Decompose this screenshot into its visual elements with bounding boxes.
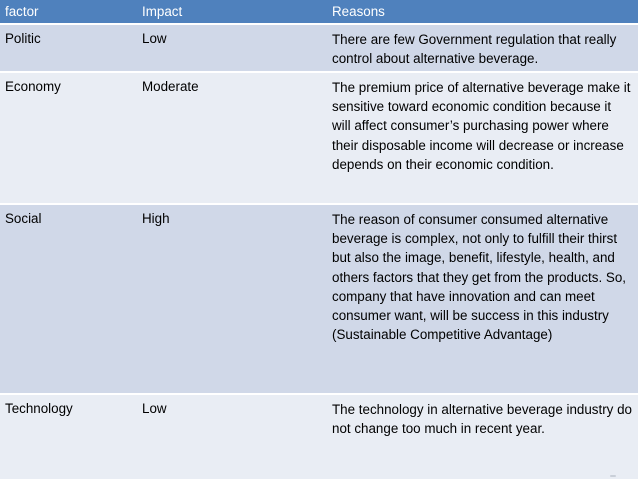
header-factor: factor xyxy=(5,4,39,19)
factor-cell: Technology xyxy=(5,401,73,416)
header-reasons: Reasons xyxy=(332,4,385,19)
impact-cell: Low xyxy=(142,401,167,416)
reasons-cell: The reason of consumer consumed alternat… xyxy=(332,212,626,343)
reasons-cell: The premium price of alternative beverag… xyxy=(332,80,631,172)
table-row: Social High The reason of consumer consu… xyxy=(0,205,638,394)
table-row: Politic Low There are few Government reg… xyxy=(0,25,638,72)
factor-cell: Social xyxy=(5,211,42,226)
slide-marker xyxy=(610,475,616,477)
table-row: Technology Low The technology in alterna… xyxy=(0,395,638,479)
impact-cell: Low xyxy=(142,31,167,46)
factor-cell: Politic xyxy=(5,31,41,46)
reasons-cell: There are few Government regulation that… xyxy=(332,32,617,67)
table-row: Economy Moderate The premium price of al… xyxy=(0,73,638,204)
reasons-cell: The technology in alternative beverage i… xyxy=(332,402,632,437)
table-header-row: factor Impact Reasons xyxy=(0,0,638,24)
header-impact: Impact xyxy=(142,4,183,19)
impact-cell: Moderate xyxy=(142,79,199,94)
impact-cell: High xyxy=(142,211,170,226)
factor-cell: Economy xyxy=(5,79,61,94)
